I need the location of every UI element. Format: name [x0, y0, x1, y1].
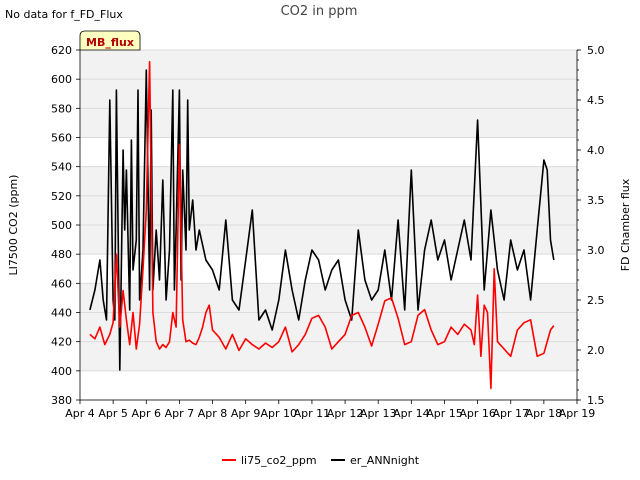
band-6 — [80, 195, 577, 225]
y2-tick-label-5: 4.0 — [587, 144, 605, 157]
left-y-ticks: 380 400 420 440 460 480 500 520 540 560 580 600 620 — [51, 44, 80, 407]
band-8 — [80, 137, 577, 167]
x-tick-label-8: Apr 12 — [327, 407, 364, 420]
y-tick-label-9: 560 — [51, 132, 72, 145]
y-tick-label-3: 440 — [51, 307, 72, 320]
legend-label-er: er_ANNnight — [350, 454, 420, 467]
badge-label: MB_flux — [86, 36, 134, 49]
x-tick-label-11: Apr 15 — [426, 407, 463, 420]
y-tick-label-7: 520 — [51, 190, 72, 203]
legend-label-li75: li75_co2_ppm — [241, 454, 317, 467]
x-tick-label-13: Apr 17 — [492, 407, 529, 420]
x-tick-label-5: Apr 9 — [231, 407, 261, 420]
x-tick-label-12: Apr 16 — [459, 407, 496, 420]
y2-tick-label-1: 2.0 — [587, 344, 605, 357]
x-tick-label-15: Apr 19 — [559, 407, 596, 420]
shade-band-1 — [80, 341, 577, 371]
background-bands — [80, 50, 577, 400]
shade-band-11 — [80, 50, 577, 80]
y-tick-label-11: 600 — [51, 73, 72, 86]
no-data-note: No data for f_FD_Flux — [5, 8, 123, 21]
y2-tick-label-0: 1.5 — [587, 394, 605, 407]
y-tick-label-5: 480 — [51, 248, 72, 261]
y-tick-label-1: 400 — [51, 365, 72, 378]
y-tick-label-0: 380 — [51, 394, 72, 407]
x-tick-label-10: Apr 14 — [393, 407, 430, 420]
y2-tick-label-4: 3.5 — [587, 194, 605, 207]
y-tick-label-12: 620 — [51, 44, 72, 57]
x-tick-label-4: Apr 8 — [198, 407, 228, 420]
y2-tick-label-7: 5.0 — [587, 44, 605, 57]
band-0 — [80, 370, 577, 400]
badge-box — [79, 30, 141, 51]
x-tick-label-1: Apr 5 — [98, 407, 128, 420]
shade-band-3 — [80, 283, 577, 313]
x-tick-label-9: Apr 13 — [360, 407, 397, 420]
y-tick-label-4: 460 — [51, 277, 72, 290]
y2-axis-title: FD Chamber flux — [619, 178, 632, 271]
series-line-li75_co2_ppm — [89, 60, 555, 390]
chart-title: CO2 in ppm — [281, 4, 358, 19]
band-10 — [80, 79, 577, 109]
y2-tick-label-2: 2.5 — [587, 294, 605, 307]
shade-band-7 — [80, 166, 577, 196]
y-tick-label-6: 500 — [51, 219, 72, 232]
x-tick-label-7: Apr 11 — [294, 407, 331, 420]
y-axis-title: LI7500 CO2 (ppm) — [7, 175, 20, 276]
y-tick-label-8: 540 — [51, 161, 72, 174]
right-y-ticks: 1.5 2.0 2.5 3.0 3.5 4.0 4.5 5.0 — [577, 44, 605, 407]
y-tick-label-2: 420 — [51, 336, 72, 349]
y2-tick-label-3: 3.0 — [587, 244, 605, 257]
x-tick-label-6: Apr 10 — [261, 407, 298, 420]
series-layer — [89, 60, 555, 390]
y2-tick-label-6: 4.5 — [587, 94, 605, 107]
series-line-er_ANNnight — [89, 69, 555, 371]
mb-flux-badge: MB_flux — [79, 30, 141, 51]
legend: li75_co2_ppm er_ANNnight — [222, 454, 420, 467]
shade-band-9 — [80, 108, 577, 138]
y-tick-label-10: 580 — [51, 102, 72, 115]
x-ticks: Apr 4 Apr 5 Apr 6 Apr 7 Apr 8 Apr 9 Apr 10Apr … — [65, 400, 595, 420]
x-tick-label-3: Apr 7 — [165, 407, 195, 420]
x-tick-label-14: Apr 18 — [526, 407, 563, 420]
x-tick-label-0: Apr 4 — [65, 407, 95, 420]
x-tick-label-2: Apr 6 — [132, 407, 162, 420]
